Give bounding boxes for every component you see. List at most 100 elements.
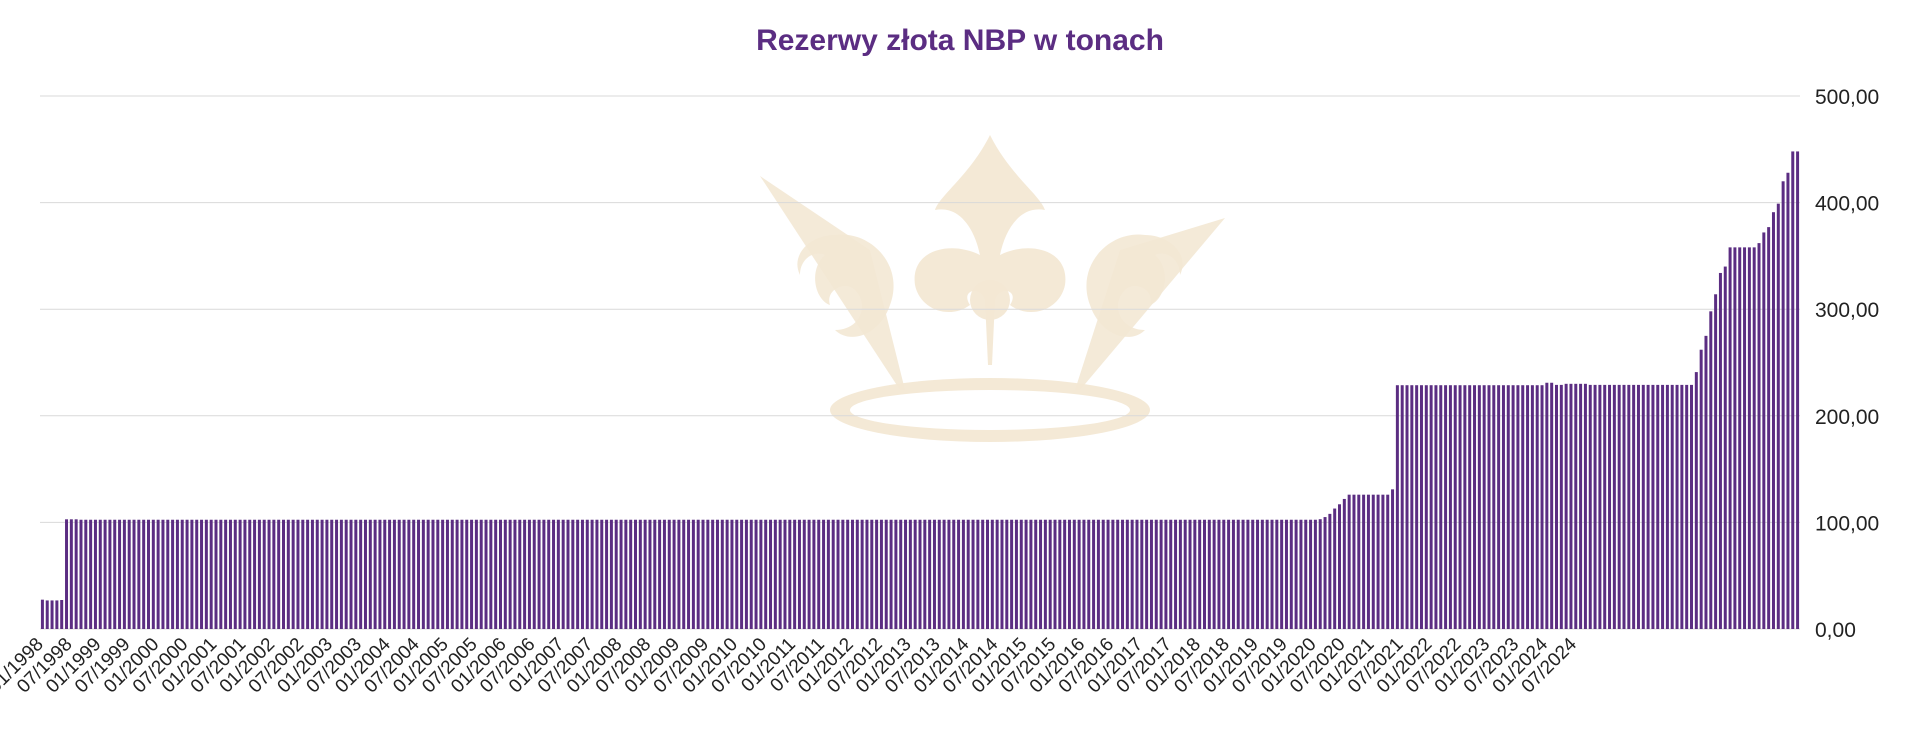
bar bbox=[672, 519, 676, 629]
y-tick-label: 400,00 bbox=[1815, 193, 1879, 216]
bar bbox=[1651, 384, 1655, 629]
bar bbox=[1381, 494, 1385, 629]
bar bbox=[1646, 384, 1650, 629]
bar bbox=[55, 600, 59, 629]
bar bbox=[1231, 519, 1235, 629]
bar bbox=[523, 519, 527, 629]
bar bbox=[1747, 247, 1751, 629]
bar bbox=[1714, 294, 1718, 629]
bar bbox=[1564, 383, 1568, 629]
bar bbox=[339, 519, 343, 629]
bar bbox=[1024, 519, 1028, 629]
bar bbox=[585, 519, 589, 629]
bar bbox=[1067, 519, 1071, 629]
bar bbox=[826, 519, 830, 629]
bar bbox=[740, 519, 744, 629]
bar bbox=[132, 519, 136, 629]
bar bbox=[667, 519, 671, 629]
bar bbox=[344, 519, 348, 629]
bar bbox=[1265, 519, 1269, 629]
bar bbox=[1487, 385, 1491, 629]
bar bbox=[233, 519, 237, 629]
bar bbox=[1111, 519, 1115, 629]
bar bbox=[701, 519, 705, 629]
bar bbox=[161, 519, 165, 629]
bar bbox=[166, 519, 170, 629]
bar bbox=[1246, 519, 1250, 629]
bar bbox=[465, 519, 469, 629]
bar bbox=[1270, 519, 1274, 629]
bar bbox=[402, 519, 406, 629]
bar bbox=[889, 519, 893, 629]
bar bbox=[310, 519, 314, 629]
bar bbox=[224, 519, 228, 629]
bar bbox=[1733, 247, 1737, 629]
bar bbox=[1193, 519, 1197, 629]
bar bbox=[1140, 519, 1144, 629]
bar bbox=[836, 519, 840, 629]
bar bbox=[1328, 513, 1332, 629]
bar bbox=[204, 519, 208, 629]
bar bbox=[209, 519, 213, 629]
bar bbox=[1477, 385, 1481, 629]
x-axis: 01/199807/199801/199907/199901/200007/20… bbox=[0, 634, 1581, 698]
bar bbox=[426, 519, 430, 629]
bar bbox=[359, 519, 363, 629]
bar bbox=[884, 519, 888, 629]
bar bbox=[918, 519, 922, 629]
bar bbox=[1289, 519, 1293, 629]
bar bbox=[1791, 151, 1795, 629]
bar bbox=[200, 519, 204, 629]
bar bbox=[1704, 335, 1708, 629]
bar bbox=[1521, 385, 1525, 629]
bar bbox=[417, 519, 421, 629]
bar bbox=[1082, 519, 1086, 629]
bar bbox=[1526, 385, 1530, 629]
bar bbox=[1149, 519, 1153, 629]
bar bbox=[1342, 498, 1346, 629]
bar bbox=[40, 599, 44, 629]
bar bbox=[373, 519, 377, 629]
bar bbox=[561, 519, 565, 629]
bar bbox=[1145, 519, 1149, 629]
bar bbox=[228, 519, 232, 629]
bar bbox=[831, 519, 835, 629]
bar bbox=[89, 519, 93, 629]
bar bbox=[98, 519, 102, 629]
y-tick-label: 100,00 bbox=[1815, 512, 1879, 535]
crown-watermark bbox=[760, 135, 1225, 442]
bar bbox=[1511, 385, 1515, 629]
bar bbox=[1685, 384, 1689, 629]
bar bbox=[1048, 519, 1052, 629]
bar bbox=[711, 519, 715, 629]
bar bbox=[1530, 385, 1534, 629]
bar bbox=[643, 519, 647, 629]
bar bbox=[421, 519, 425, 629]
bar bbox=[1743, 247, 1747, 629]
bar bbox=[1077, 519, 1081, 629]
bar bbox=[1728, 247, 1732, 629]
bar bbox=[474, 519, 478, 629]
bar bbox=[749, 519, 753, 629]
bar bbox=[1260, 519, 1264, 629]
bar bbox=[605, 519, 609, 629]
bar bbox=[696, 519, 700, 629]
bar bbox=[846, 519, 850, 629]
bar bbox=[238, 519, 242, 629]
bar bbox=[1762, 232, 1766, 629]
bar bbox=[1694, 372, 1698, 629]
bar bbox=[1781, 181, 1785, 629]
bar bbox=[937, 519, 941, 629]
bar bbox=[1236, 519, 1240, 629]
bar bbox=[1405, 385, 1409, 629]
bar bbox=[479, 519, 483, 629]
bar bbox=[175, 519, 179, 629]
bar bbox=[1058, 519, 1062, 629]
bar bbox=[1680, 384, 1684, 629]
bar bbox=[354, 519, 358, 629]
bar bbox=[1323, 517, 1327, 629]
bar bbox=[730, 519, 734, 629]
bar bbox=[1159, 519, 1163, 629]
bar bbox=[1540, 385, 1544, 629]
bar bbox=[865, 519, 869, 629]
